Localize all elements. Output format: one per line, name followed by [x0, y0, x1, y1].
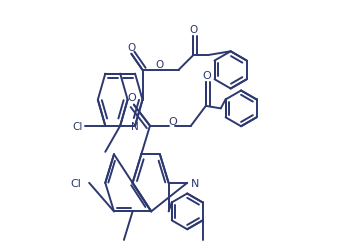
Text: O: O	[189, 25, 198, 35]
Text: N: N	[131, 121, 139, 131]
Text: O: O	[127, 93, 136, 103]
Text: O: O	[156, 60, 164, 70]
Text: O: O	[169, 116, 177, 126]
Text: Cl: Cl	[71, 178, 82, 188]
Text: N: N	[191, 178, 199, 188]
Text: O: O	[127, 43, 135, 52]
Text: O: O	[202, 70, 211, 81]
Text: Cl: Cl	[72, 121, 83, 131]
